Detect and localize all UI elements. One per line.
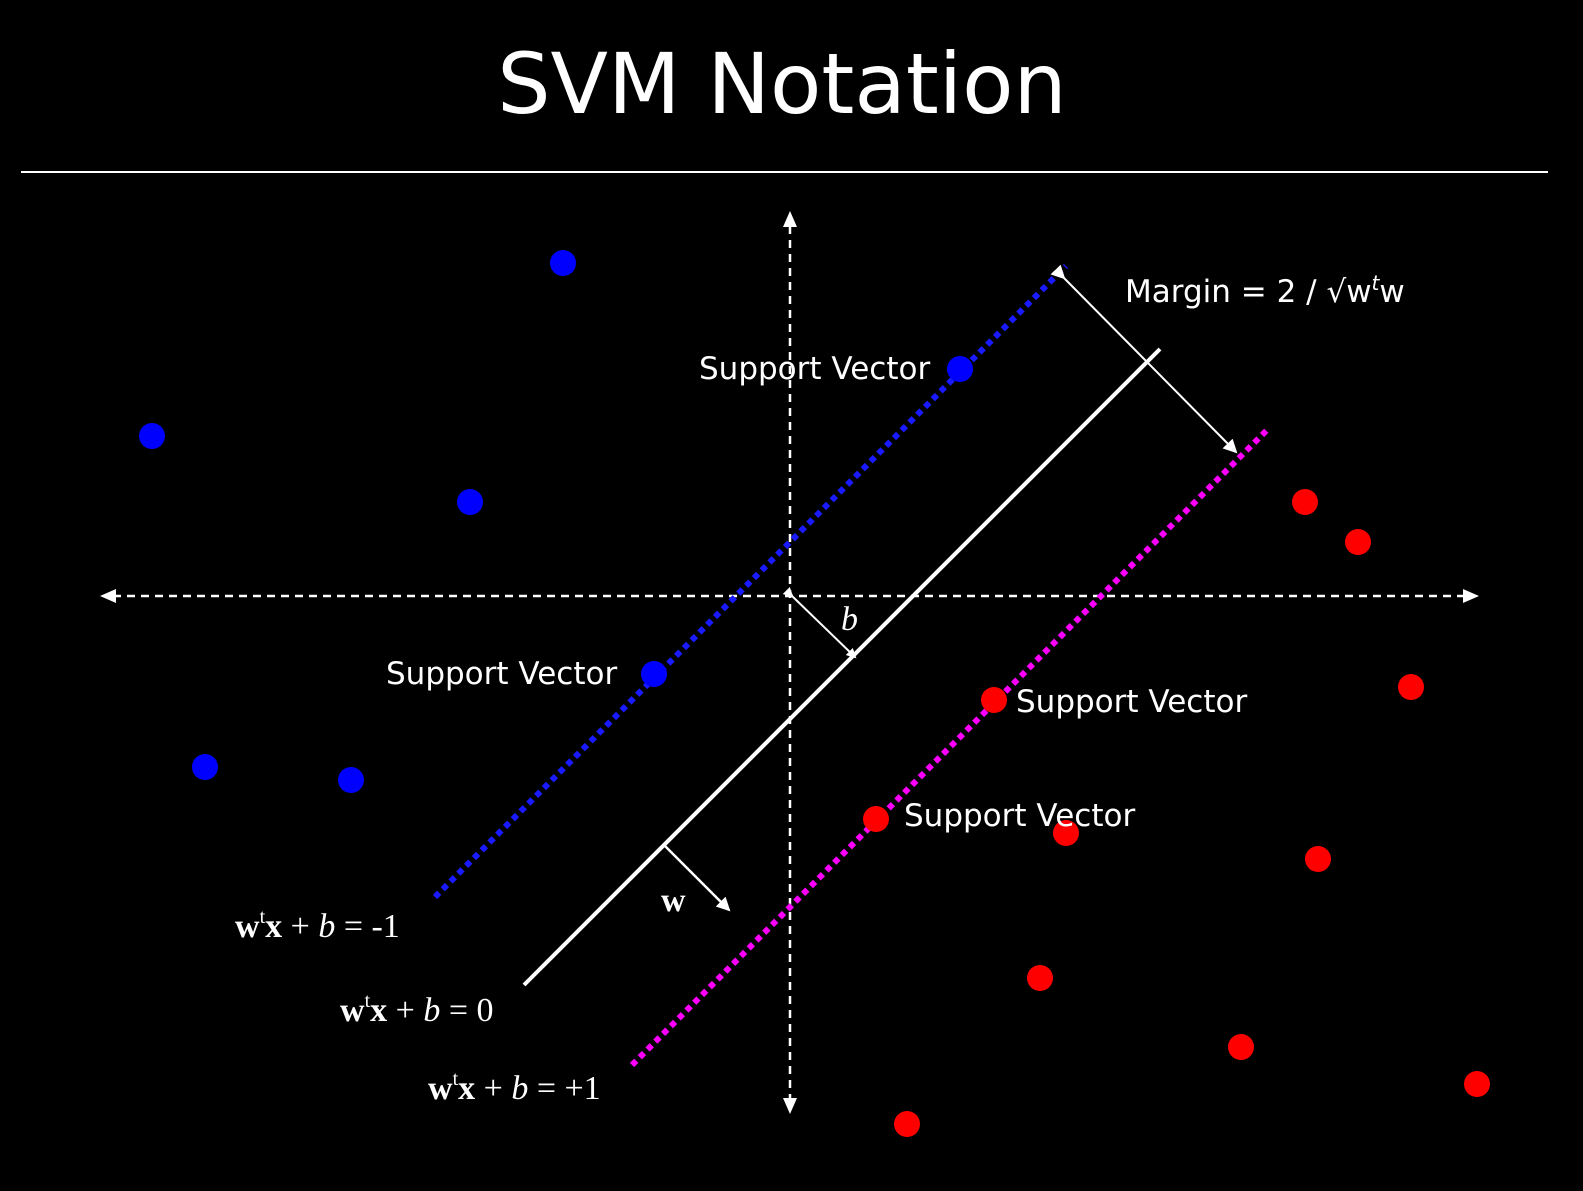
eq-rhs: = 0 [440, 992, 493, 1029]
positive-hyperplane-equation: wtx + b = +1 [428, 1068, 601, 1107]
positive-margin-line [629, 427, 1270, 1068]
margin-formula-tail: w [1379, 274, 1404, 310]
margin-formula-sup: t [1372, 271, 1381, 295]
negative-point [457, 489, 483, 515]
negative-point [139, 423, 165, 449]
negative-margin-line [432, 263, 1069, 900]
eq-sup: t [365, 990, 371, 1012]
negative-support-vector [947, 356, 973, 382]
eq-rhs: = -1 [335, 908, 400, 945]
positive-point [1345, 529, 1371, 555]
b-arrow [782, 586, 857, 659]
positive-point [1228, 1034, 1254, 1060]
eq-plus: + [282, 908, 318, 945]
eq-sup: t [453, 1068, 459, 1090]
w-arrow [664, 845, 731, 912]
eq-x: x [370, 992, 387, 1029]
eq-plus: + [475, 1070, 511, 1107]
positive-point [1053, 820, 1079, 846]
positive-point [1464, 1071, 1490, 1097]
w-label: w [661, 882, 686, 919]
page-title: SVM Notation [497, 35, 1067, 133]
negative-point [550, 250, 576, 276]
positive-point [1292, 489, 1318, 515]
eq-b: b [511, 1070, 528, 1107]
negative-point [192, 754, 218, 780]
positive-point [1398, 674, 1424, 700]
eq-b: b [423, 992, 440, 1029]
decision-hyperplane-equation: wtx + b = 0 [340, 990, 494, 1029]
support-vector-label: Support Vector [699, 351, 930, 387]
eq-sup: t [260, 906, 266, 928]
support-vector-label: Support Vector [386, 656, 617, 692]
eq-w: w [235, 908, 260, 945]
positive-support-vector [981, 687, 1007, 713]
support-vector-label: Support Vector [904, 798, 1135, 834]
eq-plus: + [387, 992, 423, 1029]
eq-x: x [458, 1070, 475, 1107]
negative-hyperplane-equation: wtx + b = -1 [235, 906, 400, 945]
y-axis-top-arrow-icon [783, 211, 797, 227]
positive-point [1027, 965, 1053, 991]
margin-formula: Margin = 2 / √w [1125, 274, 1372, 310]
x-axis-right-arrow-icon [1463, 589, 1479, 603]
positive-point [894, 1111, 920, 1137]
positive-point [1305, 846, 1331, 872]
eq-w: w [428, 1070, 453, 1107]
b-label: b [841, 601, 858, 638]
positive-support-vector [863, 806, 889, 832]
eq-b: b [318, 908, 335, 945]
x-axis-left-arrow-icon [100, 589, 116, 603]
margin-arrow [1050, 264, 1238, 454]
margin-label: Margin = 2 / √wtw [1125, 271, 1405, 310]
negative-support-vector [641, 661, 667, 687]
eq-w: w [340, 992, 365, 1029]
decision-boundary [522, 347, 1162, 987]
negative-point [338, 767, 364, 793]
eq-x: x [265, 908, 282, 945]
eq-rhs: = +1 [528, 1070, 600, 1107]
support-vector-label: Support Vector [1016, 684, 1247, 720]
y-axis-bottom-arrow-icon [783, 1098, 797, 1114]
